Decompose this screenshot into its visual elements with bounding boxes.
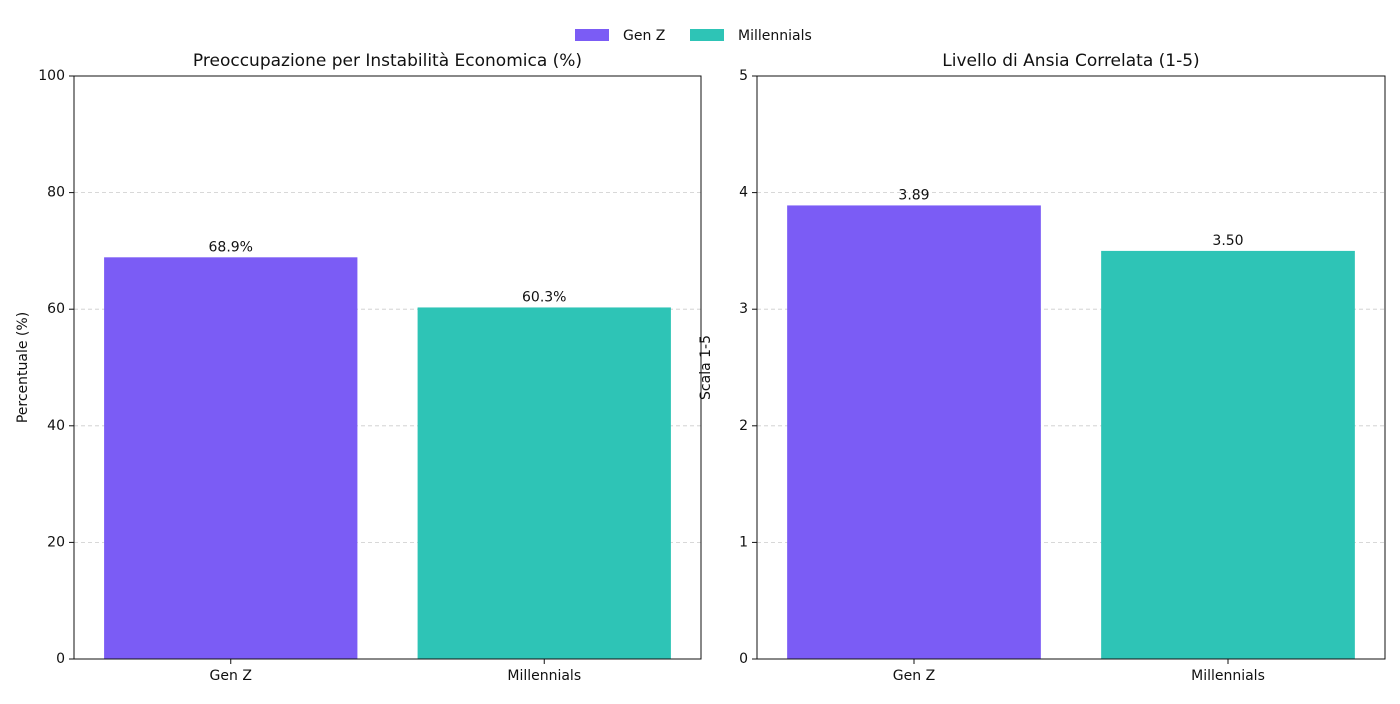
value-label: 60.3% [522,289,566,305]
x-tick-label: Gen Z [210,668,252,684]
bar [787,205,1041,659]
value-label: 3.89 [898,187,929,203]
legend-swatch [575,29,609,41]
chart-title: Preoccupazione per Instabilità Economica… [193,51,582,71]
x-tick-label: Gen Z [893,668,935,684]
legend-label: Millennials [738,28,812,44]
y-tick-label: 5 [739,68,748,84]
y-tick-label: 0 [739,651,748,667]
legend-swatch [690,29,724,41]
y-tick-label: 80 [47,185,65,201]
y-tick-label: 4 [739,185,748,201]
bar [417,307,671,659]
y-tick-label: 2 [739,418,748,434]
bar [104,257,358,659]
chart-title: Livello di Ansia Correlata (1-5) [942,51,1199,71]
value-label: 68.9% [209,239,253,255]
y-tick-label: 0 [56,651,65,667]
y-tick-label: 60 [47,301,65,317]
x-tick-label: Millennials [1191,668,1265,684]
plot-frame [73,75,702,660]
plot-frame [756,75,1386,660]
bar [1101,250,1355,659]
y-tick-label: 1 [739,534,748,550]
y-tick-label: 3 [739,301,748,317]
legend-label: Gen Z [623,28,665,44]
y-tick-label: 100 [38,68,65,84]
value-label: 3.50 [1212,233,1243,249]
y-tick-label: 40 [47,418,65,434]
x-tick-label: Millennials [507,668,581,684]
y-axis-label: Scala 1-5 [698,335,714,400]
y-tick-label: 20 [47,534,65,550]
y-axis-label: Percentuale (%) [15,312,31,423]
